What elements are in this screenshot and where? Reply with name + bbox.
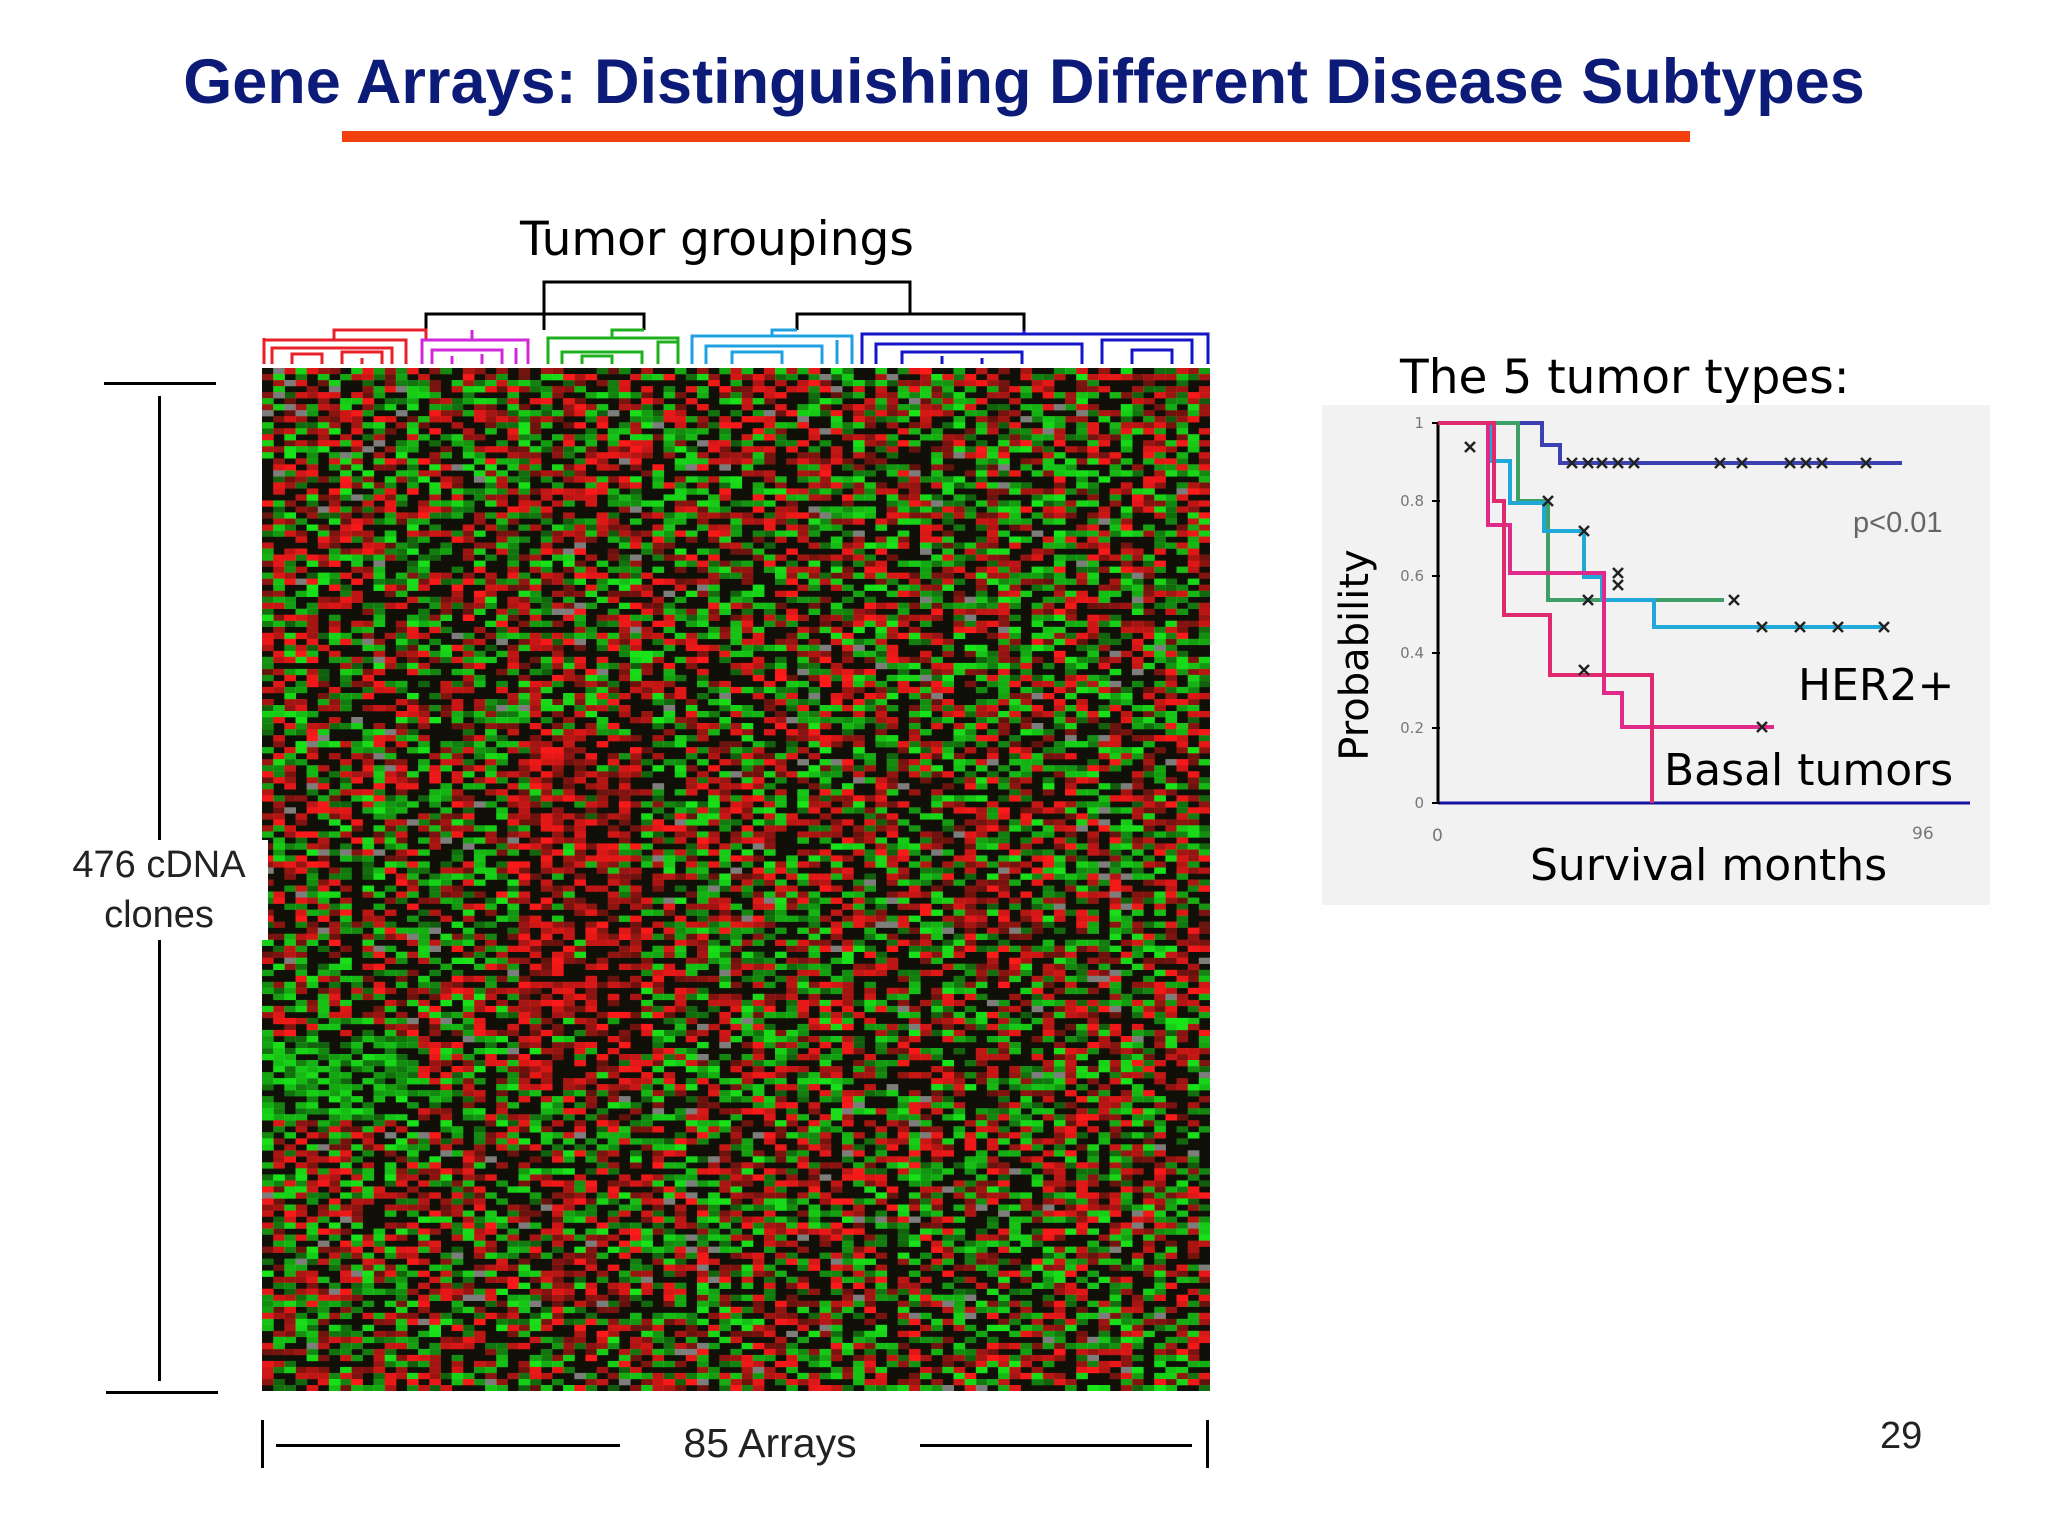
columns-bracket-right bbox=[1206, 1420, 1209, 1468]
dendro-group-green bbox=[546, 328, 680, 364]
km-curve-red bbox=[1438, 421, 1654, 803]
censor-mark bbox=[1794, 621, 1806, 633]
survival-heading: The 5 tumor types: bbox=[1400, 350, 1850, 405]
dendro-group-magenta bbox=[420, 330, 530, 364]
rows-bracket-top bbox=[104, 382, 216, 385]
censor-mark bbox=[1582, 457, 1594, 469]
slide-title: Gene Arrays: Distinguishing Different Di… bbox=[183, 47, 1865, 117]
slide-number: 29 bbox=[1880, 1415, 1923, 1457]
censor-mark bbox=[1736, 457, 1748, 469]
y-tick-1: 1 bbox=[1414, 414, 1424, 432]
censor-mark bbox=[1542, 495, 1554, 507]
title-underline bbox=[342, 131, 1690, 142]
y-tick-0: 0 bbox=[1414, 794, 1424, 812]
y-tick-02: 0.2 bbox=[1400, 719, 1424, 737]
survival-xlabel: Survival months bbox=[1530, 840, 1888, 891]
y-tick-08: 0.8 bbox=[1400, 492, 1424, 510]
censor-mark bbox=[1464, 441, 1476, 453]
censor-mark bbox=[1612, 579, 1624, 591]
columns-bracket-left bbox=[261, 1420, 264, 1468]
censor-mark bbox=[1800, 457, 1812, 469]
survival-curve-plot: 1 0.8 0.6 0.4 0.2 0 0 96 bbox=[1400, 414, 1970, 846]
censor-mark bbox=[1578, 525, 1590, 537]
dendrogram bbox=[262, 280, 1210, 364]
censor-mark bbox=[1756, 621, 1768, 633]
censor-mark bbox=[1832, 621, 1844, 633]
censor-mark bbox=[1878, 621, 1890, 633]
censor-mark bbox=[1612, 457, 1624, 469]
dendro-group-red bbox=[262, 328, 428, 364]
columns-label: 85 Arrays bbox=[620, 1420, 920, 1467]
censor-marks bbox=[1464, 441, 1890, 733]
survival-ylabel: Probability bbox=[1332, 549, 1378, 761]
y-tick-04: 0.4 bbox=[1400, 644, 1424, 662]
her2-label: HER2+ bbox=[1798, 660, 1955, 711]
censor-mark bbox=[1566, 457, 1578, 469]
censor-mark bbox=[1714, 457, 1726, 469]
km-curve-magenta bbox=[1438, 421, 1774, 729]
dendro-group-blue bbox=[860, 330, 1210, 364]
survival-plot-background bbox=[1322, 405, 1990, 905]
censor-mark bbox=[1612, 567, 1624, 579]
censor-mark bbox=[1860, 457, 1872, 469]
y-tick-06: 0.6 bbox=[1400, 567, 1424, 585]
censor-mark bbox=[1816, 457, 1828, 469]
dendro-group-cyan bbox=[690, 328, 854, 364]
censor-mark bbox=[1728, 594, 1740, 606]
basal-label: Basal tumors bbox=[1664, 745, 1954, 796]
censor-mark bbox=[1756, 721, 1768, 733]
censor-mark bbox=[1596, 457, 1608, 469]
p-value: p<0.01 bbox=[1853, 507, 1943, 539]
censor-mark bbox=[1578, 664, 1590, 676]
gene-expression-heatmap bbox=[262, 368, 1210, 1391]
rows-bracket-bottom bbox=[106, 1391, 218, 1394]
km-curve-blue bbox=[1438, 421, 1902, 465]
x-tick-96: 96 bbox=[1912, 824, 1934, 844]
x-tick-0: 0 bbox=[1432, 826, 1443, 846]
rows-label: 476 cDNA clones bbox=[50, 840, 268, 940]
censor-mark bbox=[1582, 594, 1594, 606]
censor-mark bbox=[1628, 457, 1640, 469]
tumor-groupings-label: Tumor groupings bbox=[520, 212, 914, 267]
censor-mark bbox=[1784, 457, 1796, 469]
